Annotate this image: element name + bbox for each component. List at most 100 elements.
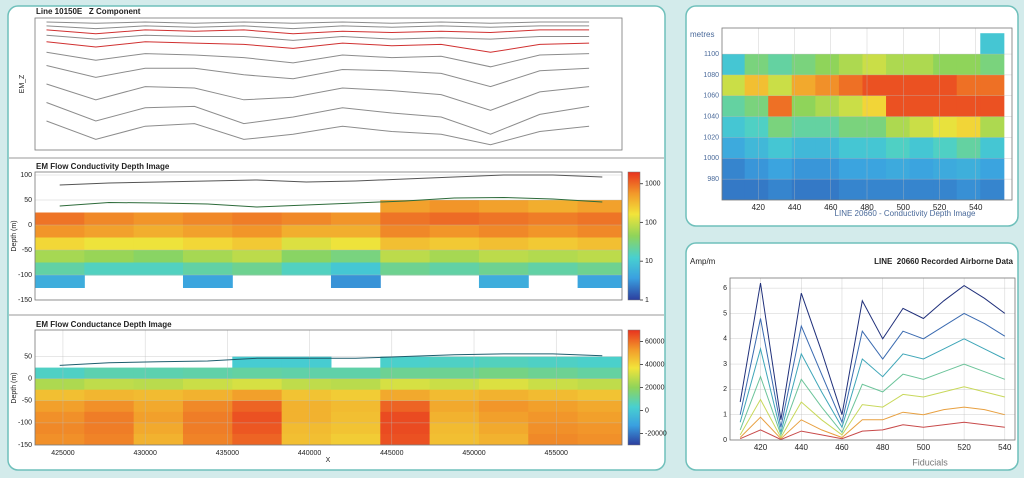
- colorbar-label: 100: [645, 219, 657, 226]
- x-tick-label: 520: [957, 443, 971, 452]
- heat-cell: [232, 262, 283, 276]
- heat-cell: [768, 54, 793, 76]
- y-axis-label: Depth (m): [11, 220, 18, 251]
- heat-cell: [886, 74, 911, 97]
- y-tick-label: 6: [723, 285, 727, 292]
- heat-cell: [133, 389, 184, 402]
- heat-cell: [84, 262, 135, 276]
- heat-cell: [330, 400, 381, 413]
- heat-cell: [478, 200, 529, 213]
- heat-cell: [791, 158, 816, 180]
- heat-cell: [133, 237, 184, 251]
- heat-cell: [281, 356, 332, 369]
- line: [46, 120, 590, 146]
- line: [739, 283, 1006, 420]
- heat-cell: [330, 378, 381, 391]
- heat-cell: [429, 400, 480, 413]
- heat-cell: [232, 433, 283, 445]
- heat-cell: [478, 400, 529, 413]
- heat-cell: [232, 250, 283, 263]
- heat-cell: [35, 433, 85, 445]
- heat-cell: [35, 250, 85, 263]
- heat-cell: [722, 158, 746, 180]
- heat-cell: [909, 116, 934, 138]
- y-tick-label: 1040: [703, 113, 719, 120]
- heat-cell: [577, 200, 622, 213]
- heat-cell: [886, 54, 911, 76]
- line: [46, 102, 590, 135]
- heat-cell: [182, 275, 233, 288]
- heat-cell: [380, 262, 431, 276]
- plot: [35, 330, 622, 445]
- heat-cell: [744, 54, 769, 76]
- line: [739, 363, 1005, 437]
- line: [46, 21, 590, 24]
- heat-cell: [232, 389, 283, 402]
- heat-cell: [35, 237, 85, 251]
- heat-cell: [35, 262, 85, 276]
- heat-cell: [133, 225, 184, 238]
- heat-cell: [722, 54, 746, 76]
- heat-cell: [330, 422, 381, 435]
- x-tick-label: 480: [876, 443, 890, 452]
- x-tick-label: 445000: [380, 450, 403, 457]
- heat-cell: [862, 54, 887, 76]
- y-tick-label: -50: [22, 398, 32, 405]
- heat-cell: [933, 137, 958, 159]
- heat-cell: [281, 389, 332, 402]
- heat-cell: [380, 433, 431, 445]
- heat-cell: [815, 54, 840, 76]
- heat-cell: [886, 137, 911, 159]
- heat-cell: [980, 116, 1005, 138]
- line: [740, 421, 1005, 440]
- heat-cell: [232, 237, 283, 251]
- heat-cell: [380, 237, 431, 251]
- heat-cell: [84, 225, 135, 238]
- heat-cell: [330, 225, 381, 238]
- x-tick-label: 460: [824, 203, 838, 212]
- heat-cell: [330, 262, 381, 276]
- heat-cell: [380, 250, 431, 263]
- heat-cell: [744, 116, 769, 138]
- heat-cell: [429, 433, 480, 445]
- heat-cell: [722, 179, 746, 200]
- heat-cell: [133, 367, 184, 380]
- heat-cell: [722, 74, 746, 97]
- line: [739, 386, 1005, 439]
- heat-cell: [478, 225, 529, 238]
- heat-cell: [744, 179, 769, 200]
- heat-cell: [182, 225, 233, 238]
- plot: [35, 174, 622, 300]
- x-tick-label: 480: [860, 203, 874, 212]
- heat-cell: [35, 389, 85, 402]
- y-tick-label: -150: [18, 297, 32, 304]
- heat-cell: [577, 422, 622, 435]
- heat-cell: [577, 262, 622, 276]
- heat-cell: [478, 389, 529, 402]
- y-tick-label: 50: [24, 353, 32, 360]
- heat-cell: [528, 367, 579, 380]
- heat-cell: [791, 74, 816, 97]
- heat-cell: [478, 250, 529, 263]
- heat-cell: [330, 389, 381, 402]
- heat-cell: [478, 212, 529, 226]
- heat-cell: [528, 411, 579, 424]
- heat-cell: [281, 262, 332, 276]
- x-tick-label: 455000: [545, 450, 568, 457]
- heat-cell: [528, 225, 579, 238]
- heat-cell: [429, 200, 480, 213]
- heat-cell: [815, 95, 840, 118]
- line: [46, 29, 590, 35]
- heat-cell: [791, 179, 816, 200]
- heat-cell: [956, 179, 981, 200]
- line: [739, 338, 1006, 433]
- heat-cell: [84, 433, 135, 445]
- heat-cell: [886, 158, 911, 180]
- heat-cell: [478, 262, 529, 276]
- heat-cell: [933, 95, 958, 118]
- heat-cell: [429, 212, 480, 226]
- heat-cell: [133, 411, 184, 424]
- line: [59, 174, 603, 186]
- x-tick-label: 420: [752, 203, 766, 212]
- heat-cell: [84, 212, 135, 226]
